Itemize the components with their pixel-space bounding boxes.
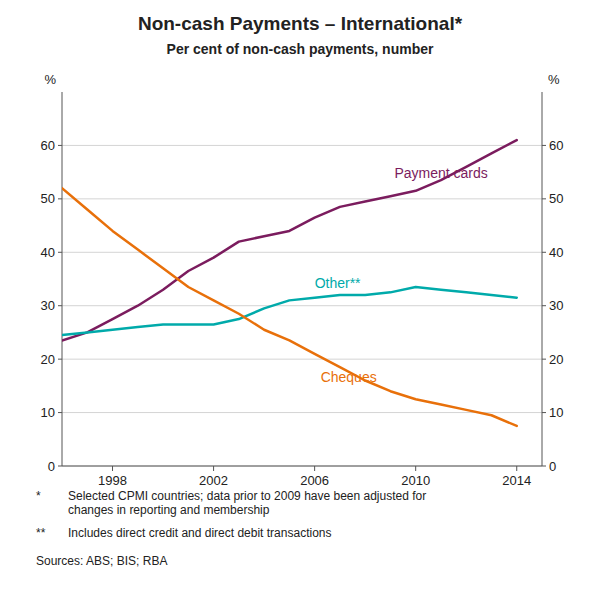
y2-tick-label: 30 [549, 298, 563, 313]
y2-tick [542, 198, 546, 199]
grid-line [62, 305, 542, 306]
series-label: Payment cards [394, 165, 487, 181]
x-tick [516, 466, 517, 471]
series-lines [62, 140, 517, 426]
y2-tick-label: 20 [549, 352, 563, 367]
y2-tick-label: 0 [549, 459, 556, 474]
x-tick-label: 2010 [401, 473, 430, 488]
grid-line [62, 466, 542, 467]
text-line: Selected CPMI countries; data prior to 2… [68, 489, 426, 503]
x-tick [112, 466, 113, 471]
series-line [62, 188, 517, 426]
y-tick-label: 30 [41, 298, 55, 313]
axes: 0 10 20 30 40 50 60 0 10 20 30 40 50 60 1998 2002 2006 20… [41, 92, 564, 488]
y-tick-label: 0 [48, 459, 55, 474]
subtitle: Per cent of non-cash payments, number [167, 41, 434, 57]
source: Sources: ABS; BIS; RBA [36, 554, 167, 568]
y-tick [58, 359, 62, 360]
y-tick [58, 198, 62, 199]
y-axis-label: % [44, 72, 56, 87]
grid-line [62, 145, 542, 146]
y-tick [58, 145, 62, 146]
y2-tick [542, 252, 546, 253]
y2-axis-label: % [548, 72, 560, 87]
y-tick-label: 40 [41, 245, 55, 260]
x-tick-label: 1998 [98, 473, 127, 488]
y-tick-label: 50 [41, 191, 55, 206]
y2-tick [542, 305, 546, 306]
footnote-marker: ** [36, 526, 46, 540]
y-tick-label: 20 [41, 352, 55, 367]
x-tick-label: 2006 [300, 473, 329, 488]
y-tick [58, 305, 62, 306]
grid-line [62, 359, 542, 360]
y-tick [58, 252, 62, 253]
y-axis-line [62, 92, 63, 466]
grid [62, 145, 542, 466]
annotations: Payment cards Other** Cheques [315, 165, 488, 385]
y2-tick-label: 60 [549, 138, 563, 153]
x-tick [213, 466, 214, 471]
grid-line [62, 252, 542, 253]
chart: Non-cash Payments – International* Per ce… [0, 0, 600, 594]
text-line: changes in reporting and membership [68, 503, 270, 517]
y2-tick-label: 40 [549, 245, 563, 260]
y2-tick [542, 466, 546, 467]
y2-tick [542, 412, 546, 413]
y-tick-label: 60 [41, 138, 55, 153]
x-tick [314, 466, 315, 471]
series-line [62, 287, 517, 335]
y-tick-label: 10 [41, 405, 55, 420]
y2-axis-line [542, 92, 543, 466]
y2-tick [542, 359, 546, 360]
series-label: Cheques [321, 369, 377, 385]
x-axis-line [62, 466, 542, 467]
series-line [62, 140, 517, 340]
grid-line [62, 198, 542, 199]
grid-line [62, 412, 542, 413]
footnote-text: Includes direct credit and direct debit … [68, 526, 331, 540]
y2-tick [542, 145, 546, 146]
x-tick [415, 466, 416, 471]
footnote-marker: * [36, 489, 41, 503]
y-tick [58, 412, 62, 413]
series-label: Other** [315, 275, 361, 291]
y2-tick-label: 50 [549, 191, 563, 206]
footnote-text: Selected CPMI countries; data prior to 2… [68, 489, 426, 517]
x-tick-label: 2002 [199, 473, 228, 488]
x-tick-label: 2014 [502, 473, 531, 488]
footnotes: * Selected CPMI countries; data prior to … [36, 489, 426, 568]
title: Non-cash Payments – International* [138, 13, 463, 34]
y2-tick-label: 10 [549, 405, 563, 420]
y-tick [58, 466, 62, 467]
